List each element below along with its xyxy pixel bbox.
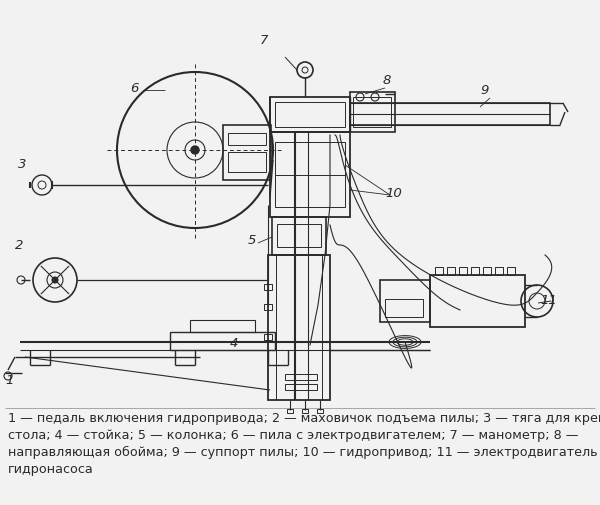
Bar xyxy=(287,409,293,413)
Bar xyxy=(264,304,272,310)
Bar xyxy=(170,332,275,350)
Text: 8: 8 xyxy=(383,74,391,87)
Bar xyxy=(350,103,550,125)
Bar xyxy=(275,142,345,207)
Bar xyxy=(302,409,308,413)
Bar xyxy=(270,132,350,217)
Text: 1: 1 xyxy=(5,374,13,387)
Bar xyxy=(385,299,423,317)
Bar xyxy=(350,92,395,132)
Text: 9: 9 xyxy=(480,84,488,97)
Bar xyxy=(270,97,350,132)
Bar xyxy=(380,280,430,322)
Bar xyxy=(264,334,272,340)
Bar xyxy=(190,320,255,332)
Bar xyxy=(272,217,326,255)
Bar xyxy=(430,275,525,327)
Bar xyxy=(228,152,266,172)
Text: 2: 2 xyxy=(15,239,23,252)
Bar xyxy=(268,255,330,400)
Text: 3: 3 xyxy=(18,158,26,171)
Text: 11: 11 xyxy=(540,294,557,307)
Circle shape xyxy=(191,146,199,154)
Bar xyxy=(317,409,323,413)
Text: 5: 5 xyxy=(248,234,256,247)
Bar xyxy=(471,267,479,275)
Bar xyxy=(223,125,271,180)
Text: 4: 4 xyxy=(230,337,238,350)
Text: 7: 7 xyxy=(260,34,268,47)
Bar xyxy=(264,284,272,290)
Bar xyxy=(275,102,345,127)
Bar xyxy=(447,267,455,275)
Bar xyxy=(435,267,443,275)
Bar xyxy=(285,374,317,380)
Bar xyxy=(507,267,515,275)
Bar xyxy=(285,384,317,390)
Text: 6: 6 xyxy=(130,82,139,95)
Text: 1 — педаль включения гидропривода; 2 — маховичок подъема пилы; 3 — тяга для креп: 1 — педаль включения гидропривода; 2 — м… xyxy=(8,412,600,476)
Bar xyxy=(277,224,321,247)
Bar xyxy=(459,267,467,275)
Bar xyxy=(483,267,491,275)
Circle shape xyxy=(52,277,58,283)
Text: 10: 10 xyxy=(385,187,402,200)
Bar xyxy=(228,133,266,145)
Bar xyxy=(495,267,503,275)
Bar xyxy=(353,97,391,127)
